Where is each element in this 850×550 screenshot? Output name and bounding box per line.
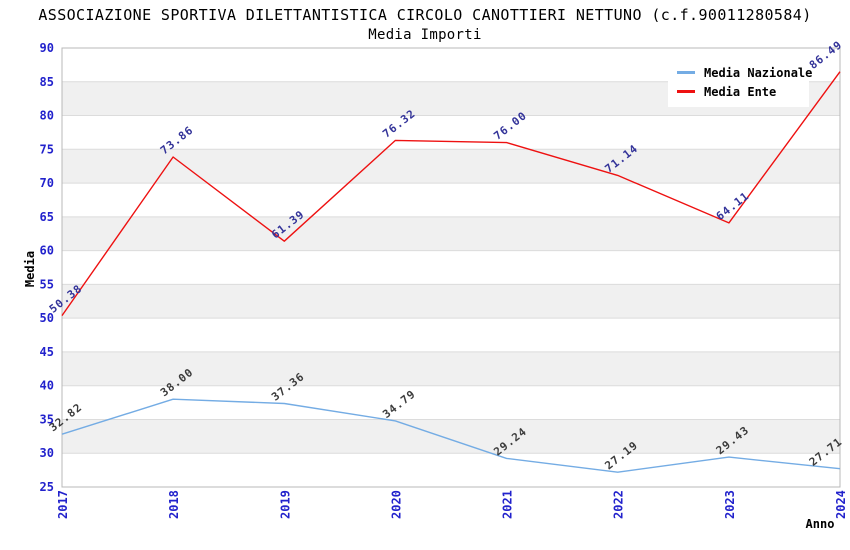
series-line-media-nazionale [61, 398, 841, 473]
data-label: 86.49 [807, 38, 845, 72]
legend-label-media-nazionale: Media Nazionale [704, 65, 813, 80]
y-tick-label: 35 [40, 412, 54, 426]
y-axis-title: Media [23, 250, 37, 288]
plot-band [62, 284, 840, 319]
legend-swatch-media-ente [677, 90, 695, 93]
x-axis-title: Anno [805, 517, 835, 531]
chart-title: ASSOCIAZIONE SPORTIVA DILETTANTISTICA CI… [38, 6, 812, 24]
y-tick-label: 45 [40, 345, 54, 359]
y-tick-label: 40 [40, 379, 54, 393]
legend-item-media-ente: Media Ente [677, 82, 809, 101]
legend-item-media-nazionale: Media Nazionale [677, 63, 813, 82]
y-tick-label: 90 [40, 41, 54, 55]
y-tick-label: 25 [40, 480, 54, 494]
x-tick-label: 2021 [501, 490, 515, 519]
data-label: 34.79 [380, 387, 418, 421]
y-tick-label: 85 [40, 75, 54, 89]
x-tick-label: 2018 [167, 490, 181, 519]
y-tick-label: 75 [40, 142, 54, 156]
legend: Media Nazionale Media Ente [668, 58, 813, 107]
y-tick-label: 70 [40, 176, 54, 190]
chart-subtitle: Media Importi [368, 27, 482, 43]
x-tick-label: 2020 [389, 490, 403, 519]
plot-band [62, 419, 840, 454]
legend-swatch-media-nazionale [677, 71, 695, 74]
x-tick-label: 2023 [723, 490, 737, 519]
y-tick-label: 55 [40, 277, 54, 291]
plot-border [61, 47, 841, 488]
y-tick-label: 65 [40, 210, 54, 224]
y-tick-label: 30 [40, 446, 54, 460]
x-tick-label: 2022 [612, 490, 626, 519]
x-tick-label: 2017 [56, 490, 70, 519]
plot-band [62, 216, 840, 251]
plot-band [62, 351, 840, 386]
y-tick-label: 60 [40, 244, 54, 258]
x-tick-label: 2019 [278, 490, 292, 519]
plot-band [62, 149, 840, 184]
y-tick-label: 50 [40, 311, 54, 325]
y-tick-label: 80 [40, 109, 54, 123]
x-tick-label: 2024 [834, 490, 848, 519]
legend-label-media-ente: Media Ente [704, 84, 777, 99]
series-line-media-ente [61, 71, 841, 317]
